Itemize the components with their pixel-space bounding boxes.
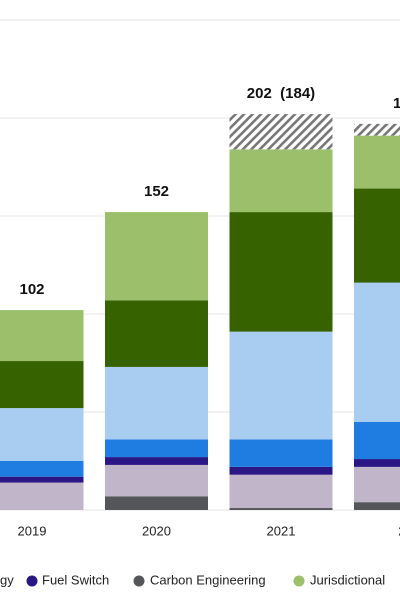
bar-segment: [354, 135, 400, 189]
bar-segment: [0, 408, 84, 461]
bar-segment: [105, 496, 208, 510]
bar-segment: [354, 459, 400, 467]
bar-segment: [354, 282, 400, 422]
bar-segment: [229, 466, 333, 475]
total-label: 202 (184): [247, 85, 315, 102]
bar-segment: [0, 476, 84, 483]
total-label: 197: [393, 95, 400, 112]
legend-label: Carbon Engineering: [150, 572, 266, 587]
bar-segment: [354, 421, 400, 460]
bar-segment: [0, 310, 84, 362]
x-tick-label: 20: [398, 523, 400, 538]
bar-segment: [105, 439, 208, 458]
bar-segment: [229, 439, 333, 467]
total-label: 152: [144, 183, 169, 200]
bar-segment: [229, 331, 333, 440]
bar-segment: [105, 212, 208, 301]
x-tick-label: 2020: [142, 523, 171, 538]
bar-segment: [105, 457, 208, 465]
x-tick-label: 2019: [18, 523, 47, 538]
legend-label: gy: [0, 572, 14, 587]
bar-segment: [0, 361, 84, 409]
bar-segment: [105, 300, 208, 367]
bar-segment: [229, 474, 333, 509]
bar-segment: [229, 212, 333, 332]
hatched-segment: [354, 123, 400, 136]
legend-marker: [133, 575, 145, 587]
bar-segment: [229, 149, 333, 213]
legend-marker: [26, 575, 38, 587]
bar-segment: [0, 461, 84, 477]
bar-segment: [105, 366, 208, 440]
bar-segment: [229, 508, 333, 510]
x-tick-label: 2021: [267, 523, 296, 538]
legend-marker: [293, 575, 305, 587]
bar-segment: [354, 502, 400, 510]
bar-segment: [105, 464, 208, 497]
bar-segment: [354, 466, 400, 503]
bar-segment: [354, 188, 400, 283]
total-label: 102: [19, 281, 44, 298]
bar-segment: [0, 482, 84, 510]
hatched-segment: [229, 114, 333, 150]
legend-label: Fuel Switch: [42, 572, 109, 587]
legend-label: Jurisdictional: [310, 572, 385, 587]
